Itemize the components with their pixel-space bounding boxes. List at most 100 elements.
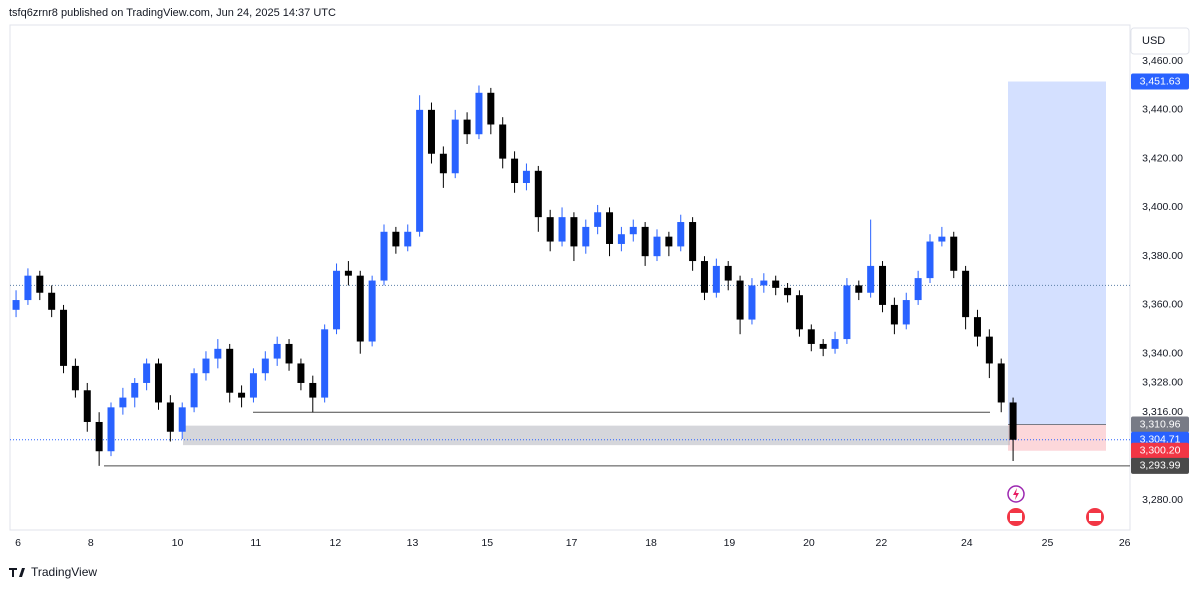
price-tag: 3,310.96: [1140, 418, 1181, 430]
candle-body: [665, 236, 673, 247]
candle-body: [641, 226, 649, 257]
candle-body: [487, 92, 495, 125]
logo-mark: [9, 568, 25, 577]
x-tick-label: 26: [1119, 537, 1131, 549]
x-tick-label: 17: [566, 537, 578, 549]
y-tick-label: 3,280.00: [1142, 494, 1183, 506]
candle-body: [36, 275, 44, 293]
candle-body: [653, 236, 661, 257]
candle-body: [261, 358, 269, 374]
y-tick-label: 3,328.00: [1142, 377, 1183, 389]
candle-body: [368, 280, 376, 342]
candle-body: [700, 261, 708, 293]
price-tag: 3,304.71: [1140, 434, 1181, 446]
candle-body: [463, 119, 471, 135]
candle-body: [24, 275, 32, 301]
plot-frame: [9, 24, 1131, 531]
y-tick-label: 3,340.00: [1142, 347, 1183, 359]
candle-body: [249, 373, 257, 398]
candle-body: [297, 363, 305, 383]
candle-body: [119, 397, 127, 408]
candle-body: [902, 300, 910, 325]
candle-body: [107, 407, 115, 452]
icon: [1089, 513, 1101, 521]
x-tick-label: 19: [724, 537, 736, 549]
price-tag-bg: [1131, 457, 1189, 474]
header: tsfq6zrnr8 published on TradingView.com,…: [9, 7, 336, 19]
icon: [1013, 488, 1019, 500]
candle-body: [760, 280, 768, 286]
price-tag: 3,300.20: [1140, 445, 1181, 457]
candle-body: [879, 265, 887, 305]
candle-body: [439, 153, 447, 174]
candle-body: [273, 343, 281, 359]
currency-box: [1130, 27, 1190, 55]
price-tag-bg: [1131, 416, 1189, 433]
candle-body: [724, 265, 732, 281]
candle-body: [309, 382, 317, 398]
candle-body: [819, 343, 827, 349]
y-tick-label: 3,460.00: [1142, 55, 1183, 67]
candle-body: [712, 265, 720, 293]
candle-body: [178, 407, 186, 432]
candle-body: [629, 226, 637, 235]
candle-body: [511, 158, 519, 184]
price-tag: 3,451.63: [1140, 75, 1181, 87]
candle-body: [131, 382, 139, 398]
price-tag-bg: [1131, 442, 1189, 459]
x-tick-label: 8: [88, 537, 94, 549]
candle-body: [784, 287, 792, 296]
candle-body: [416, 109, 424, 232]
price-tag: 3,293.99: [1140, 460, 1181, 472]
candle-body: [451, 119, 459, 174]
candle-body: [831, 339, 839, 349]
x-tick-label: 25: [1042, 537, 1054, 549]
x-tick-label: 12: [329, 537, 341, 549]
candle-body: [392, 231, 400, 247]
candle-body: [48, 292, 56, 310]
candle-body: [950, 236, 958, 271]
candle-body: [843, 285, 851, 340]
candle-body: [677, 222, 685, 247]
candle-body: [689, 222, 697, 262]
candle-body: [344, 270, 352, 276]
x-tick-label: 24: [961, 537, 973, 549]
candle-body: [855, 285, 863, 293]
candle-body: [522, 170, 530, 184]
price-tag-bg: [1131, 73, 1189, 90]
candle-body: [926, 241, 934, 279]
candle-body: [60, 309, 68, 366]
candle-body: [333, 270, 341, 330]
x-tick-label: 13: [407, 537, 419, 549]
candle-body: [795, 295, 803, 330]
candle-body: [546, 217, 554, 242]
candle-body: [962, 270, 970, 318]
x-tick-label: 20: [803, 537, 815, 549]
candle-body: [973, 317, 981, 337]
candle-body: [166, 402, 174, 432]
candle-body: [475, 92, 483, 135]
candle-body: [617, 234, 625, 244]
candle-body: [985, 336, 993, 364]
stop-zone: [1008, 424, 1106, 451]
candle-body: [582, 226, 590, 247]
zone: [183, 425, 1010, 446]
footer: TradingView: [31, 565, 97, 579]
logo: TradingView: [9, 565, 97, 579]
x-tick-label: 10: [172, 537, 184, 549]
candle-body: [570, 217, 578, 247]
candle-body: [736, 280, 744, 320]
candle-body: [558, 217, 566, 242]
candle-body: [285, 343, 293, 364]
target-zone: [1008, 81, 1106, 425]
candle-body: [83, 390, 91, 422]
candle-body: [238, 392, 246, 398]
candle-body: [499, 124, 507, 159]
event-icons: [1007, 485, 1104, 526]
candle-body: [380, 231, 388, 281]
candle-body: [606, 212, 614, 244]
candle-body: [404, 231, 412, 247]
candle-body: [71, 365, 79, 391]
candle-body: [226, 348, 234, 393]
candle-body: [190, 373, 198, 408]
